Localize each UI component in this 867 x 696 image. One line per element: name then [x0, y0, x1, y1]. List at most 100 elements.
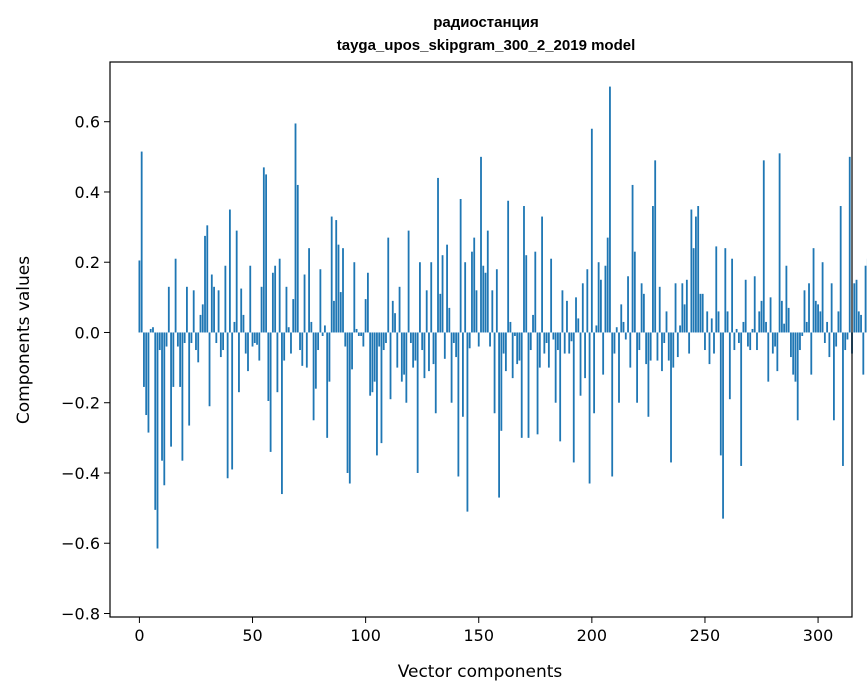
bar-101	[366, 272, 369, 333]
bar-204	[599, 279, 602, 333]
bar-142	[459, 198, 462, 333]
bar-253	[710, 318, 713, 333]
bar-244	[690, 209, 693, 333]
bar-301	[819, 311, 822, 333]
bar-116	[400, 332, 403, 382]
bar-257	[719, 332, 722, 456]
bar-50	[251, 332, 254, 347]
bar-171	[525, 255, 528, 333]
bar-247	[697, 206, 700, 333]
bar-17	[176, 332, 179, 347]
bar-221	[638, 332, 641, 351]
y-tick-label: −0.2	[61, 394, 100, 413]
bar-38	[224, 265, 227, 333]
bar-63	[281, 332, 283, 495]
bar-122	[414, 332, 417, 361]
bar-9	[158, 332, 161, 351]
y-tick-label: 0.0	[75, 323, 100, 342]
bar-57	[267, 332, 270, 401]
bar-256	[717, 311, 720, 333]
bar-211	[615, 327, 618, 333]
bar-85	[330, 216, 333, 333]
bar-39	[226, 332, 229, 479]
bar-207	[606, 237, 609, 333]
bar-299	[814, 300, 817, 333]
bar-188	[563, 332, 566, 354]
bar-73	[303, 274, 306, 333]
bar-249	[701, 293, 704, 333]
bar-65	[285, 286, 288, 333]
bar-150	[477, 332, 480, 347]
bar-209	[611, 332, 614, 477]
bar-196	[581, 283, 584, 333]
bar-288	[790, 332, 792, 358]
bar-320	[862, 332, 865, 375]
bar-54	[260, 286, 263, 333]
bar-203	[597, 262, 600, 333]
bar-187	[561, 290, 564, 333]
bar-37	[222, 332, 225, 351]
bar-104	[373, 332, 376, 382]
bar-286	[785, 265, 788, 333]
bar-82	[324, 325, 326, 333]
bar-135	[443, 332, 446, 359]
bar-202	[595, 325, 598, 333]
bar-19	[181, 332, 184, 461]
bar-193	[575, 297, 577, 333]
bar-61	[276, 332, 279, 393]
bar-105	[376, 332, 378, 456]
bar-83	[326, 332, 329, 438]
bar-289	[792, 332, 795, 375]
bar-154	[486, 230, 489, 333]
bar-51	[253, 332, 256, 344]
bar-181	[547, 332, 550, 368]
bar-296	[808, 283, 810, 333]
bar-261	[728, 332, 731, 400]
bar-197	[584, 332, 586, 379]
bar-84	[328, 332, 331, 382]
bar-287	[787, 307, 790, 333]
bar-266	[740, 332, 743, 466]
y-tick-label: 0.4	[75, 183, 100, 202]
bar-14	[170, 332, 172, 447]
bar-49	[249, 265, 252, 333]
bar-182	[550, 258, 553, 333]
bar-119	[407, 230, 410, 333]
bar-166	[514, 332, 516, 336]
bar-222	[640, 283, 643, 333]
bar-233	[665, 311, 668, 333]
bar-272	[753, 276, 756, 333]
bar-258	[722, 332, 724, 519]
bar-118	[405, 332, 408, 403]
bar-0	[138, 260, 141, 333]
bar-24	[192, 290, 195, 333]
bar-45	[240, 288, 243, 333]
bar-239	[679, 325, 681, 333]
bar-172	[527, 332, 530, 438]
bar-109	[385, 332, 387, 344]
bar-191	[570, 332, 573, 342]
bar-34	[215, 332, 218, 344]
bar-40	[228, 209, 231, 333]
bar-254	[713, 332, 715, 354]
bar-112	[391, 300, 394, 333]
bar-144	[464, 262, 467, 333]
bar-62	[278, 258, 281, 333]
y-axis: −0.8 −0.6 −0.4 −0.2 0.0 0.2 0.4 0.6	[61, 113, 110, 623]
bar-291	[796, 332, 799, 421]
x-tick-label: 300	[803, 626, 834, 645]
bar-290	[794, 332, 797, 382]
bar-149	[475, 290, 478, 333]
bar-185	[557, 332, 559, 351]
bar-241	[683, 304, 686, 333]
chart-title-line-1: радиостанция	[433, 14, 539, 31]
bar-243	[688, 332, 691, 354]
bar-78	[314, 332, 317, 389]
x-tick-label: 250	[690, 626, 721, 645]
bar-306	[830, 283, 833, 333]
bar-64	[283, 332, 286, 361]
x-axis: 0 50 100 150 200 250 300	[134, 617, 833, 645]
bar-58	[269, 332, 272, 452]
bar-88	[337, 244, 340, 333]
